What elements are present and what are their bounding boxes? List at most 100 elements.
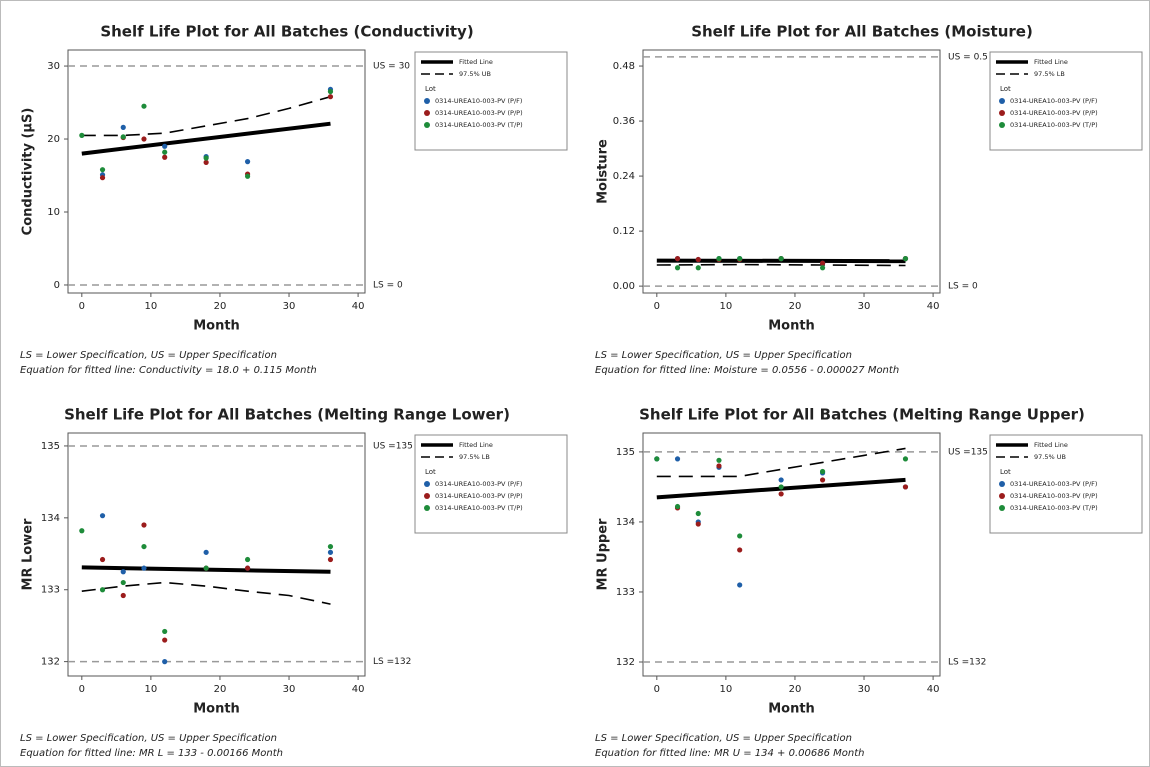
x-tick-label: 0	[79, 684, 85, 695]
legend-box	[414, 434, 568, 534]
plot-area	[67, 432, 366, 677]
x-tick-label: 20	[789, 301, 802, 312]
data-point	[737, 256, 743, 262]
data-point	[674, 256, 681, 262]
legend-title: Lot	[1000, 468, 1011, 476]
legend-label: 97.5% UB	[1034, 453, 1066, 461]
footnote: Equation for fitted line: Moisture = 0.0…	[595, 365, 899, 376]
data-point	[162, 628, 168, 635]
reference-label: US =135	[948, 447, 988, 457]
data-point	[244, 159, 251, 165]
x-tick-label: 40	[927, 684, 940, 695]
x-tick-label: 10	[145, 684, 158, 695]
data-point	[162, 154, 168, 160]
y-tick-label: 0.48	[613, 61, 635, 72]
legend-marker	[999, 98, 1005, 104]
data-point	[244, 556, 251, 563]
footnote: Equation for fitted line: MR L = 133 - 0…	[20, 748, 283, 759]
legend-label: 0314-UREA10-003-PV (P/F)	[1010, 97, 1097, 105]
data-point	[695, 256, 701, 263]
y-tick-label: 0	[54, 280, 60, 291]
data-point	[654, 456, 660, 462]
x-tick-label: 20	[214, 684, 227, 695]
legend-label: 0314-UREA10-003-PV (P/P)	[435, 109, 523, 117]
x-tick-label: 10	[720, 684, 733, 695]
data-point	[120, 134, 126, 140]
y-tick-label: 135	[41, 441, 60, 452]
data-point	[695, 521, 701, 527]
data-point	[99, 175, 106, 181]
chart-title: Shelf Life Plot for All Batches (Conduct…	[100, 23, 473, 41]
data-point	[902, 256, 909, 262]
data-point	[674, 265, 681, 271]
footnote: LS = Lower Specification, US = Upper Spe…	[20, 350, 277, 361]
data-point	[716, 256, 722, 262]
legend-label: 0314-UREA10-003-PV (P/F)	[435, 97, 522, 105]
y-tick-label: 134	[41, 513, 60, 524]
legend-label: Fitted Line	[459, 58, 493, 66]
data-point	[737, 547, 743, 553]
legend-label: 0314-UREA10-003-PV (T/P)	[1010, 121, 1098, 129]
x-tick-label: 40	[352, 301, 365, 312]
data-point	[327, 88, 334, 95]
y-tick-label: 20	[47, 134, 60, 145]
data-point	[778, 491, 784, 497]
x-tick-label: 40	[927, 301, 940, 312]
data-point	[141, 543, 147, 550]
legend-label: 97.5% LB	[459, 453, 490, 461]
y-tick-label: 0.00	[613, 281, 635, 292]
data-point	[141, 565, 147, 571]
data-point	[327, 94, 334, 100]
data-point	[120, 579, 126, 586]
bound-line	[81, 95, 331, 137]
data-point	[819, 260, 826, 266]
bound-line	[656, 447, 906, 478]
data-point	[203, 565, 209, 571]
legend-label: Fitted Line	[459, 441, 493, 449]
data-point	[120, 592, 126, 599]
data-point	[778, 256, 784, 262]
data-point	[902, 484, 909, 490]
y-tick-label: 30	[47, 61, 60, 72]
reference-label: US = 0.5	[948, 52, 988, 62]
y-tick-label: 133	[616, 587, 635, 598]
x-tick-label: 30	[283, 301, 296, 312]
reference-label: LS = 0	[948, 282, 978, 292]
bound-line	[656, 263, 906, 267]
reference-label: US = 30	[373, 62, 410, 72]
legend-label: 0314-UREA10-003-PV (P/P)	[435, 492, 523, 500]
x-tick-label: 20	[214, 301, 227, 312]
data-point	[99, 513, 106, 519]
reference-label: US =135	[373, 441, 413, 451]
footnote: LS = Lower Specification, US = Upper Spe…	[595, 350, 852, 361]
legend-marker	[424, 110, 430, 116]
data-point	[99, 556, 106, 563]
data-point	[819, 477, 826, 483]
x-axis-label: Month	[768, 319, 815, 334]
legend-box	[414, 51, 568, 151]
y-tick-label: 132	[41, 657, 60, 668]
x-axis-label: Month	[193, 319, 240, 334]
legend-marker	[424, 122, 430, 128]
y-tick-label: 10	[47, 207, 60, 218]
plot-area	[642, 432, 941, 677]
data-point	[79, 528, 85, 534]
data-point	[819, 468, 826, 475]
legend-marker	[424, 98, 430, 104]
data-point	[674, 503, 681, 510]
x-tick-label: 30	[283, 684, 296, 695]
legend-title: Lot	[425, 468, 436, 476]
data-point	[244, 565, 251, 571]
data-point	[141, 522, 147, 528]
chart-title: Shelf Life Plot for All Batches (Melting…	[64, 406, 510, 424]
data-point	[327, 549, 334, 555]
data-point	[778, 484, 784, 490]
plot-area	[642, 49, 941, 294]
data-point	[162, 149, 168, 155]
y-tick-label: 0.36	[613, 116, 635, 127]
x-tick-label: 20	[789, 684, 802, 695]
data-point	[778, 477, 784, 483]
chart-panel: Shelf Life Plot for All Batches (Melting…	[595, 406, 1143, 759]
plot-area	[67, 49, 366, 294]
x-tick-label: 0	[654, 301, 660, 312]
